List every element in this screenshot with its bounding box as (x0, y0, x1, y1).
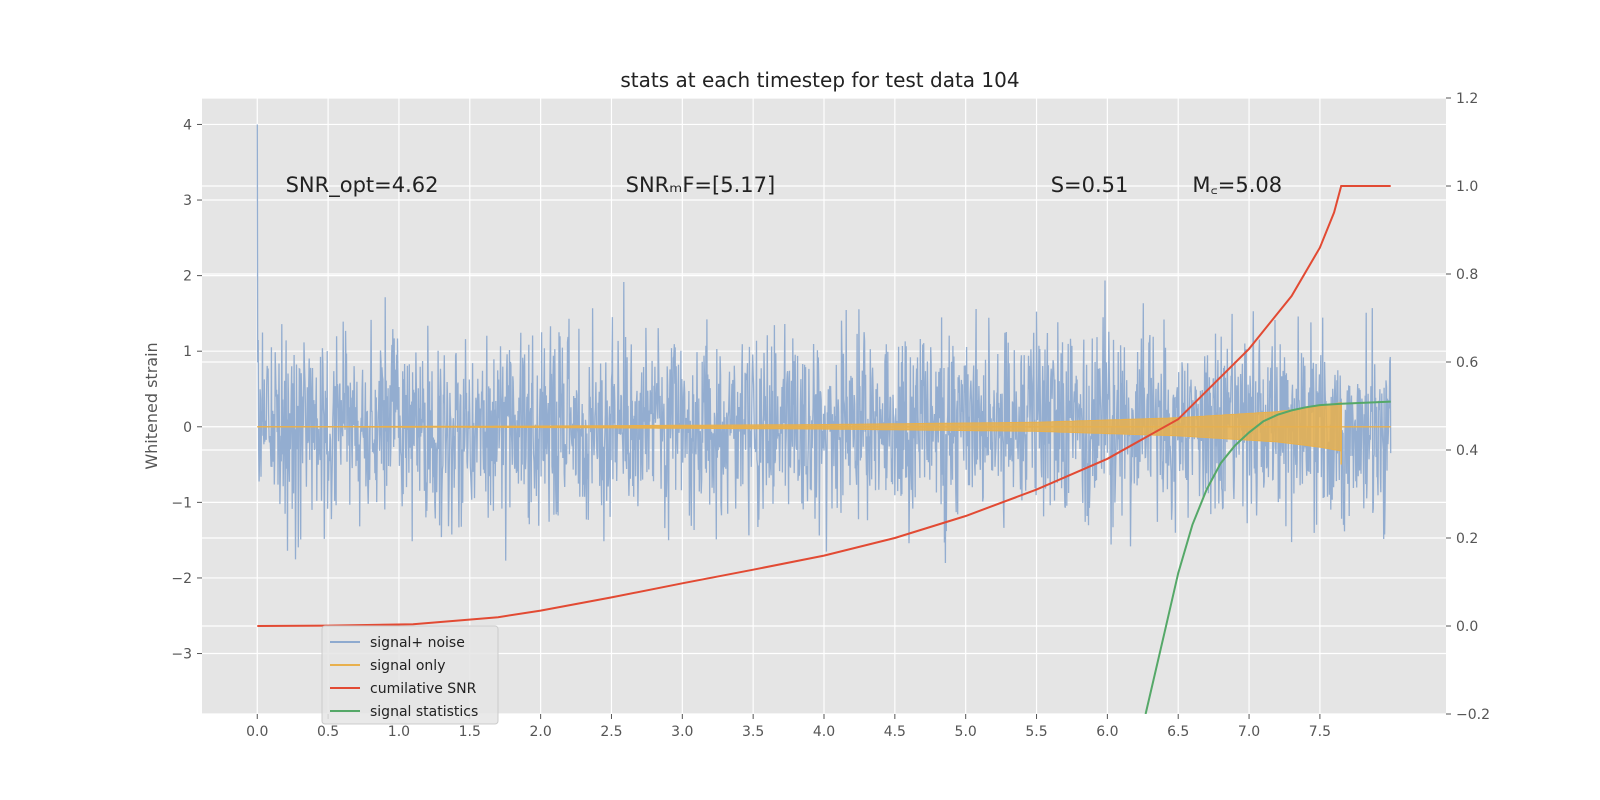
x-tick-label: 5.0 (955, 724, 977, 740)
x-tick-label: 1.5 (459, 724, 481, 740)
y2-tick-label: 0.4 (1456, 443, 1478, 459)
y2-tick-label: 0.2 (1456, 531, 1478, 547)
legend-label: signal only (370, 658, 445, 674)
y-axis-label: Whitened strain (142, 342, 161, 469)
signal-statistics-line (1144, 400, 1391, 714)
series-signal-only (257, 402, 1391, 465)
annotation-text: SNRₘF=[5.17] (626, 173, 776, 197)
annotation-text: M꜀=5.08 (1192, 173, 1282, 197)
y2-tick-label: 0.8 (1456, 267, 1478, 283)
legend: signal+ noise signal only cumilative SNR si… (321, 625, 499, 725)
x-tick-label: 2.5 (600, 724, 622, 740)
y2-tick-label: −0.2 (1456, 707, 1490, 723)
y2-tick-label: 0.6 (1456, 355, 1478, 371)
legend-label: signal+ noise (370, 635, 465, 651)
y-tick-label: −3 (171, 647, 192, 663)
y2-tick-label: 1.0 (1456, 179, 1478, 195)
y-tick-label: 0 (183, 420, 192, 436)
x-tick-label: 0.0 (246, 724, 268, 740)
y-tick-label: −2 (171, 571, 192, 587)
legend-box (321, 625, 499, 725)
x-tick-label: 2.0 (529, 724, 551, 740)
x-tick-label: 0.5 (317, 724, 339, 740)
x-tick-label: 7.5 (1309, 724, 1331, 740)
y-tick-label: 3 (183, 193, 192, 209)
axes: 0.0 0.5 1.0 1.5 2.0 2.5 3.0 3.5 4.0 4.5 5.0 5.5 6.0 6… (171, 91, 1490, 740)
y-tick-label: 4 (183, 117, 192, 133)
x-tick-label: 5.5 (1025, 724, 1047, 740)
annotation-text: SNR_opt=4.62 (286, 173, 439, 198)
annotations: SNR_opt=4.62 SNRₘF=[5.17] S=0.51 M꜀=5.08 (286, 173, 1283, 198)
x-tick-label: 6.5 (1167, 724, 1189, 740)
x-tick-label: 1.0 (388, 724, 410, 740)
series-signal-noise (256, 124, 1392, 564)
noise-line (256, 124, 1392, 564)
y-tick-label: 2 (183, 269, 192, 285)
x-tick-label: 4.0 (813, 724, 835, 740)
x-tick-label: 3.5 (742, 724, 764, 740)
y2-tick-label: 1.2 (1456, 91, 1478, 107)
x-tick-label: 6.0 (1096, 724, 1118, 740)
x-tick-label: 4.5 (884, 724, 906, 740)
chart-title: stats at each timestep for test data 104 (620, 68, 1019, 92)
x-tick-label: 3.0 (671, 724, 693, 740)
y-tick-label: −1 (171, 495, 192, 511)
x-tick-label: 7.0 (1238, 724, 1260, 740)
legend-label: signal statistics (370, 704, 478, 720)
annotation-text: S=0.51 (1051, 173, 1129, 197)
legend-label: cumilative SNR (370, 681, 477, 697)
right-axis-series (257, 185, 1391, 714)
y2-tick-label: 0.0 (1456, 619, 1478, 635)
y-tick-label: 1 (183, 344, 192, 360)
cumulative-snr-line (257, 185, 1391, 627)
